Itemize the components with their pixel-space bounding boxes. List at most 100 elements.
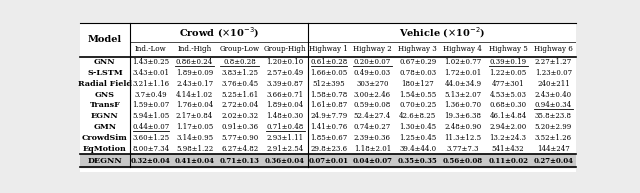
Text: 1.41±0.76: 1.41±0.76 — [310, 123, 348, 131]
Text: 3.43±0.01: 3.43±0.01 — [132, 69, 170, 77]
Text: 1.25±0.45: 1.25±0.45 — [399, 134, 436, 142]
Text: 5.25±1.61: 5.25±1.61 — [221, 91, 259, 99]
Text: 0.04±0.07: 0.04±0.07 — [353, 157, 392, 165]
Text: GNN: GNN — [94, 58, 116, 66]
Text: 3.21±1.16: 3.21±1.16 — [132, 80, 170, 88]
Text: 5.94±1.05: 5.94±1.05 — [132, 112, 170, 120]
Text: 4.53±5.03: 4.53±5.03 — [490, 91, 527, 99]
Text: 0.67±0.29: 0.67±0.29 — [399, 58, 436, 66]
Text: 3.60±1.25: 3.60±1.25 — [132, 134, 170, 142]
Text: 144±247: 144±247 — [537, 145, 570, 153]
Text: 0.27±0.04: 0.27±0.04 — [533, 157, 573, 165]
Text: 19.3±6.38: 19.3±6.38 — [444, 112, 481, 120]
Bar — [80, 154, 576, 167]
Text: 2.72±0.04: 2.72±0.04 — [221, 102, 259, 109]
Text: 0.91±0.36: 0.91±0.36 — [221, 123, 259, 131]
Text: 29.8±23.6: 29.8±23.6 — [310, 145, 348, 153]
Text: 303±270: 303±270 — [356, 80, 388, 88]
Text: 1.20±0.10: 1.20±0.10 — [266, 58, 304, 66]
Text: 512±395: 512±395 — [312, 80, 345, 88]
Text: 1.85±0.67: 1.85±0.67 — [310, 134, 348, 142]
Text: Crowd ($\times$10$^{-3}$): Crowd ($\times$10$^{-3}$) — [179, 25, 259, 40]
Text: 2.94±2.00: 2.94±2.00 — [490, 123, 527, 131]
Text: 5.77±0.90: 5.77±0.90 — [221, 134, 259, 142]
Text: 3.00±2.46: 3.00±2.46 — [354, 91, 391, 99]
Text: 3.7±0.49: 3.7±0.49 — [134, 91, 167, 99]
Text: 0.11±0.02: 0.11±0.02 — [488, 157, 528, 165]
Text: Group-Low: Group-Low — [220, 45, 260, 53]
Text: 0.32±0.04: 0.32±0.04 — [131, 157, 171, 165]
Text: 2.39±0.36: 2.39±0.36 — [354, 134, 391, 142]
Text: 11.3±12.5: 11.3±12.5 — [444, 134, 481, 142]
Text: 24.9±7.79: 24.9±7.79 — [310, 112, 348, 120]
Text: 0.94±0.34: 0.94±0.34 — [535, 102, 572, 109]
Text: 1.22±0.05: 1.22±0.05 — [490, 69, 527, 77]
Text: 0.39±0.19: 0.39±0.19 — [490, 58, 527, 66]
Text: 0.70±0.25: 0.70±0.25 — [399, 102, 436, 109]
Text: Group-High: Group-High — [264, 45, 307, 53]
Text: 180±127: 180±127 — [401, 80, 434, 88]
Text: 0.71±0.13: 0.71±0.13 — [220, 157, 260, 165]
Text: EGNN: EGNN — [91, 112, 119, 120]
Text: 5.98±1.22: 5.98±1.22 — [176, 145, 213, 153]
Text: 8.00±7.34: 8.00±7.34 — [132, 145, 170, 153]
Text: 2.91±2.54: 2.91±2.54 — [266, 145, 304, 153]
Text: 3.52±1.26: 3.52±1.26 — [535, 134, 572, 142]
Text: GMN: GMN — [93, 123, 116, 131]
Text: 2.02±0.32: 2.02±0.32 — [221, 112, 259, 120]
Text: 3.76±0.45: 3.76±0.45 — [221, 80, 259, 88]
Text: 2.93±1.11: 2.93±1.11 — [266, 134, 303, 142]
Text: GNS: GNS — [95, 91, 115, 99]
Text: 0.71±0.48: 0.71±0.48 — [266, 123, 304, 131]
Text: 1.59±0.07: 1.59±0.07 — [132, 102, 170, 109]
Text: Highway 5: Highway 5 — [489, 45, 527, 53]
Text: 39.4±44.0: 39.4±44.0 — [399, 145, 436, 153]
Text: 0.35±0.35: 0.35±0.35 — [398, 157, 438, 165]
Text: 1.89±0.09: 1.89±0.09 — [176, 69, 213, 77]
Text: 1.23±0.07: 1.23±0.07 — [535, 69, 572, 77]
Text: 3.66±0.71: 3.66±0.71 — [266, 91, 303, 99]
Text: 1.54±0.55: 1.54±0.55 — [399, 91, 436, 99]
Text: 541±432: 541±432 — [492, 145, 524, 153]
Text: DEGNN: DEGNN — [88, 157, 122, 165]
Text: 3.14±0.95: 3.14±0.95 — [176, 134, 213, 142]
Text: 0.8±0.28: 0.8±0.28 — [223, 58, 256, 66]
Text: 0.49±0.03: 0.49±0.03 — [354, 69, 391, 77]
Text: Radial Field: Radial Field — [78, 80, 132, 88]
Text: 46.1±4.84: 46.1±4.84 — [490, 112, 527, 120]
Text: CrowdSim: CrowdSim — [82, 134, 128, 142]
Text: Ind.-High: Ind.-High — [177, 45, 212, 53]
Text: 1.30±0.45: 1.30±0.45 — [399, 123, 436, 131]
Text: 44.0±34.9: 44.0±34.9 — [444, 80, 481, 88]
Text: Highway 2: Highway 2 — [353, 45, 392, 53]
Text: Model: Model — [88, 35, 122, 44]
Text: 0.74±0.27: 0.74±0.27 — [354, 123, 391, 131]
Text: Highway 3: Highway 3 — [398, 45, 437, 53]
Text: 0.59±0.08: 0.59±0.08 — [354, 102, 391, 109]
Text: 1.17±0.05: 1.17±0.05 — [176, 123, 213, 131]
Text: 0.61±0.28: 0.61±0.28 — [310, 58, 348, 66]
Text: 240±211: 240±211 — [537, 80, 570, 88]
Text: 0.68±0.30: 0.68±0.30 — [490, 102, 527, 109]
Text: 0.78±0.03: 0.78±0.03 — [399, 69, 436, 77]
Text: 0.41±0.04: 0.41±0.04 — [175, 157, 214, 165]
Text: 3.83±1.25: 3.83±1.25 — [221, 69, 259, 77]
Text: 2.57±0.49: 2.57±0.49 — [266, 69, 304, 77]
Text: 0.20±0.07: 0.20±0.07 — [354, 58, 391, 66]
Text: 1.89±0.04: 1.89±0.04 — [266, 102, 304, 109]
Text: 1.58±0.78: 1.58±0.78 — [310, 91, 348, 99]
Text: 0.44±0.07: 0.44±0.07 — [132, 123, 170, 131]
Text: 1.61±0.87: 1.61±0.87 — [310, 102, 348, 109]
Text: 2.43±0.17: 2.43±0.17 — [176, 80, 213, 88]
Text: 0.56±0.08: 0.56±0.08 — [443, 157, 483, 165]
Text: TransF: TransF — [90, 102, 120, 109]
Text: 0.36±0.04: 0.36±0.04 — [265, 157, 305, 165]
Text: 3.39±0.87: 3.39±0.87 — [266, 80, 303, 88]
Text: Vehicle ($\times$10$^{-2}$): Vehicle ($\times$10$^{-2}$) — [399, 25, 485, 40]
Text: 52.4±27.4: 52.4±27.4 — [354, 112, 391, 120]
Text: 1.76±0.04: 1.76±0.04 — [176, 102, 213, 109]
Text: 1.66±0.05: 1.66±0.05 — [310, 69, 348, 77]
Text: 0.07±0.01: 0.07±0.01 — [308, 157, 349, 165]
Text: 477±301: 477±301 — [492, 80, 524, 88]
Text: 5.20±2.99: 5.20±2.99 — [535, 123, 572, 131]
